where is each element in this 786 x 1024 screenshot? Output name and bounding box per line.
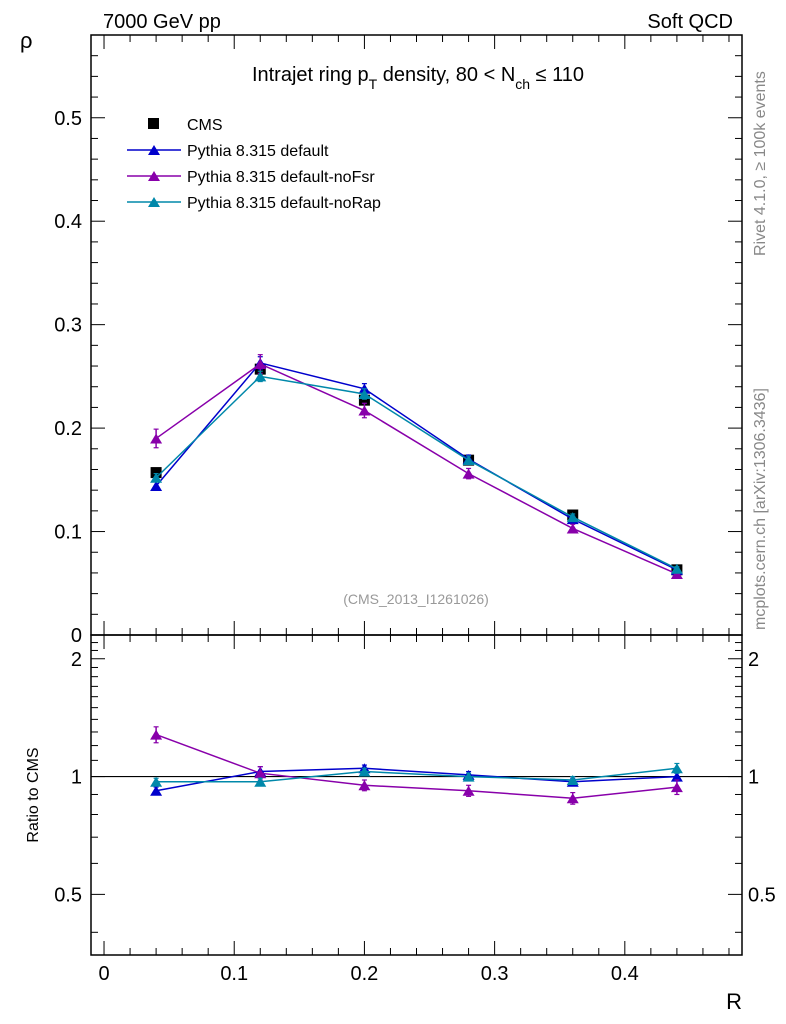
watermark-analysis-id: (CMS_2013_I1261026) bbox=[343, 591, 489, 607]
ratio-panel: 0.5 0.5 1 1 2 2 0 0.1 0.2 0.3 0.4 Ratio to CMS R bbox=[25, 634, 776, 1014]
series-line bbox=[156, 767, 677, 783]
y-tick-label: 0.5 bbox=[54, 108, 82, 130]
legend-entry-nofsr: Pythia 8.315 default-noFsr bbox=[127, 169, 375, 186]
legend-label: CMS bbox=[187, 117, 223, 134]
series-line bbox=[155, 362, 678, 571]
data-point bbox=[462, 785, 475, 796]
series-line bbox=[155, 733, 677, 800]
ratio-series bbox=[150, 726, 683, 805]
series-2 bbox=[150, 354, 683, 579]
x-tick-label: 0.1 bbox=[220, 963, 248, 985]
data-point bbox=[150, 776, 163, 787]
legend-label: Pythia 8.315 default-noFsr bbox=[187, 169, 375, 186]
series-3 bbox=[150, 370, 683, 574]
legend-marker-triangle bbox=[148, 197, 160, 207]
y-tick-label: 0.2 bbox=[54, 418, 82, 440]
main-axis-ticks: 0 0.1 0.2 0.3 0.4 0.5 bbox=[54, 34, 742, 647]
data-point bbox=[150, 433, 163, 444]
data-point bbox=[566, 793, 579, 804]
data-point bbox=[254, 371, 267, 382]
legend-marker-triangle bbox=[148, 145, 160, 155]
legend-marker-square bbox=[148, 118, 159, 129]
data-point bbox=[254, 776, 267, 787]
data-point bbox=[150, 472, 163, 483]
data-point bbox=[358, 766, 371, 777]
legend-entry-default: Pythia 8.315 default bbox=[127, 143, 329, 160]
data-point bbox=[358, 394, 370, 406]
main-title: Intrajet ring pT density, 80 < Nch ≤ 110 bbox=[252, 64, 584, 92]
series-line bbox=[155, 767, 677, 792]
data-point bbox=[566, 512, 579, 523]
data-point bbox=[358, 405, 371, 416]
main-y-axis-label: ρ bbox=[20, 28, 33, 53]
data-point bbox=[462, 468, 475, 479]
x-tick-label: 0.3 bbox=[481, 963, 509, 985]
ratio-frame bbox=[90, 634, 743, 956]
x-tick-label: 0.2 bbox=[351, 963, 379, 985]
data-point bbox=[150, 785, 163, 796]
y-tick-label: 0.4 bbox=[54, 211, 82, 233]
data-point bbox=[670, 771, 683, 782]
data-point bbox=[462, 455, 475, 466]
data-point bbox=[150, 729, 163, 740]
y-tick-label-right: 2 bbox=[748, 649, 759, 671]
data-point bbox=[254, 358, 267, 369]
data-point bbox=[358, 388, 371, 399]
legend-label: Pythia 8.315 default-noRap bbox=[187, 195, 381, 212]
data-point bbox=[670, 568, 683, 579]
y-tick-label-right: 0.5 bbox=[748, 884, 776, 906]
x-tick-label: 0.4 bbox=[611, 963, 639, 985]
series-1 bbox=[150, 726, 683, 805]
data-point bbox=[358, 780, 371, 791]
legend: CMS Pythia 8.315 default Pythia 8.315 de… bbox=[127, 117, 381, 212]
y-tick-label-right: 1 bbox=[748, 767, 759, 789]
mcplots-reference-label: mcplots.cern.ch [arXiv:1306.3436] bbox=[752, 388, 769, 630]
legend-entry-norap: Pythia 8.315 default-noRap bbox=[127, 195, 381, 212]
data-point bbox=[670, 763, 683, 774]
rivet-version-label: Rivet 4.1.0, ≥ 100k events bbox=[752, 71, 769, 256]
legend-label: Pythia 8.315 default bbox=[187, 143, 329, 160]
ratio-axis-ticks: 0.5 0.5 1 1 2 2 0 0.1 0.2 0.3 0.4 bbox=[54, 635, 776, 985]
series-0 bbox=[150, 763, 683, 796]
data-point bbox=[566, 774, 579, 785]
y-tick-label: 0.1 bbox=[54, 522, 82, 544]
data-point bbox=[150, 481, 163, 492]
series-line bbox=[155, 363, 678, 575]
data-point bbox=[670, 563, 683, 574]
data-point bbox=[462, 771, 475, 782]
x-axis-label: R bbox=[726, 989, 742, 1014]
main-panel: 0 0.1 0.2 0.3 0.4 0.5 ρ Intrajet ring pT dens… bbox=[20, 28, 743, 647]
ratio-y-axis-label: Ratio to CMS bbox=[25, 747, 42, 842]
data-point bbox=[254, 768, 267, 779]
data-point bbox=[670, 782, 683, 793]
series-line bbox=[155, 375, 678, 570]
series-0 bbox=[150, 363, 683, 576]
header-category: Soft QCD bbox=[647, 11, 733, 33]
series-2 bbox=[150, 762, 683, 787]
x-tick-label: 0 bbox=[98, 963, 109, 985]
header-energy: 7000 GeV pp bbox=[103, 11, 221, 33]
y-tick-label: 0.5 bbox=[54, 884, 82, 906]
legend-marker-triangle bbox=[148, 171, 160, 181]
y-tick-label: 1 bbox=[71, 767, 82, 789]
y-tick-label: 0.3 bbox=[54, 315, 82, 337]
y-tick-label: 0 bbox=[71, 625, 82, 647]
legend-entry-cms: CMS bbox=[148, 117, 223, 134]
main-series bbox=[150, 354, 683, 579]
data-point bbox=[150, 467, 162, 479]
data-point bbox=[566, 523, 579, 534]
y-tick-label: 2 bbox=[71, 649, 82, 671]
